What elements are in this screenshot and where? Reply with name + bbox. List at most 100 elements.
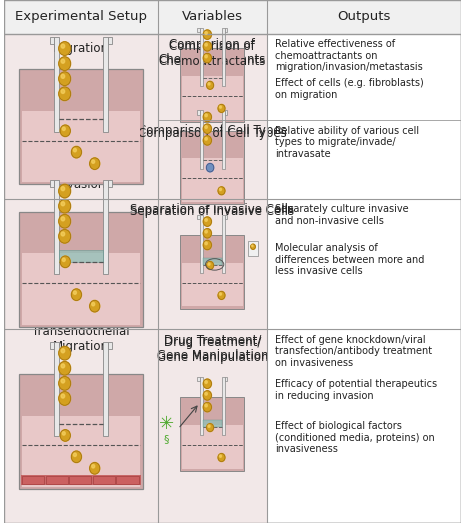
Circle shape — [205, 55, 207, 58]
Circle shape — [91, 464, 95, 468]
Text: Separately culture invasive
and non-invasive cells: Separately culture invasive and non-inva… — [275, 204, 409, 225]
Bar — [21, 475, 141, 485]
Circle shape — [72, 289, 82, 300]
Circle shape — [203, 391, 211, 400]
Bar — [200, 377, 203, 435]
Bar — [103, 180, 108, 274]
Circle shape — [62, 258, 65, 262]
Bar — [225, 28, 228, 32]
Circle shape — [61, 394, 64, 398]
Circle shape — [61, 74, 64, 78]
Circle shape — [219, 188, 221, 190]
Bar — [46, 476, 68, 484]
Bar — [22, 416, 140, 487]
Bar — [225, 110, 228, 115]
Bar — [19, 374, 143, 489]
Bar — [157, 34, 267, 523]
Text: Outputs: Outputs — [337, 10, 391, 24]
Circle shape — [251, 244, 255, 249]
Text: Effect of gene knockdown/viral
transfection/antibody treatment
on invasiveness: Effect of gene knockdown/viral transfect… — [275, 335, 433, 368]
Bar — [54, 37, 59, 132]
Circle shape — [61, 202, 64, 206]
Bar — [182, 76, 243, 120]
Circle shape — [203, 402, 211, 412]
Bar — [197, 214, 200, 219]
Circle shape — [60, 256, 70, 268]
Bar — [197, 28, 200, 32]
Bar — [181, 397, 245, 471]
Text: Effect of biological factors
(conditioned media, proteins) on
invasiveness: Effect of biological factors (conditione… — [275, 421, 435, 454]
Circle shape — [59, 230, 71, 243]
Circle shape — [91, 160, 95, 163]
Circle shape — [205, 242, 207, 245]
Circle shape — [60, 430, 70, 441]
Bar — [54, 342, 59, 436]
Circle shape — [61, 217, 64, 221]
Bar — [200, 28, 203, 86]
Bar — [197, 110, 200, 115]
Bar — [221, 110, 225, 168]
Circle shape — [59, 57, 71, 71]
Circle shape — [208, 425, 210, 427]
Bar — [248, 241, 258, 256]
Text: Transendothelial
Migration: Transendothelial Migration — [32, 325, 130, 353]
Text: Effect of cells (e.g. fibroblasts)
on migration: Effect of cells (e.g. fibroblasts) on mi… — [275, 78, 424, 100]
Circle shape — [59, 377, 71, 390]
Circle shape — [59, 361, 71, 375]
Circle shape — [59, 199, 71, 213]
Circle shape — [59, 87, 71, 100]
Bar — [200, 110, 203, 168]
Circle shape — [203, 229, 211, 238]
Circle shape — [73, 453, 76, 457]
Circle shape — [59, 214, 71, 228]
Text: Separation of Invasive Cells: Separation of Invasive Cells — [130, 205, 294, 218]
Circle shape — [61, 59, 64, 63]
Bar — [22, 476, 44, 484]
Text: Migration: Migration — [53, 42, 109, 54]
Circle shape — [72, 146, 82, 158]
Circle shape — [61, 364, 64, 368]
Circle shape — [203, 112, 211, 122]
Circle shape — [207, 424, 214, 431]
Circle shape — [61, 379, 64, 383]
Circle shape — [62, 127, 65, 131]
Bar — [69, 476, 91, 484]
Bar — [181, 48, 245, 121]
Circle shape — [59, 346, 71, 360]
Text: §: § — [164, 434, 169, 445]
Bar — [203, 420, 221, 427]
Bar — [203, 258, 221, 265]
Bar — [221, 377, 225, 435]
Circle shape — [252, 245, 253, 247]
Bar — [19, 212, 143, 327]
Circle shape — [203, 135, 211, 145]
Bar — [4, 34, 157, 523]
Text: Comparison of
Chemoattractants: Comparison of Chemoattractants — [159, 38, 266, 66]
Circle shape — [218, 105, 225, 112]
Circle shape — [59, 42, 71, 55]
Circle shape — [206, 163, 214, 172]
Bar — [181, 131, 245, 204]
Circle shape — [205, 230, 207, 233]
Circle shape — [59, 184, 71, 198]
Bar — [221, 28, 225, 86]
Bar — [221, 214, 225, 273]
Circle shape — [90, 158, 100, 169]
Bar — [182, 425, 243, 469]
Bar — [181, 235, 245, 309]
Bar — [50, 37, 54, 44]
Text: Experimental Setup: Experimental Setup — [15, 10, 147, 24]
Circle shape — [205, 381, 207, 383]
Circle shape — [205, 404, 207, 407]
Bar — [225, 377, 228, 381]
Circle shape — [61, 187, 64, 191]
Bar — [4, 0, 461, 34]
Circle shape — [72, 451, 82, 462]
Bar — [108, 37, 112, 44]
Bar — [22, 111, 140, 182]
Circle shape — [73, 149, 76, 152]
Bar — [182, 158, 243, 202]
Circle shape — [59, 392, 71, 405]
Circle shape — [203, 53, 211, 63]
Text: Comparison of
Chemoattractants: Comparison of Chemoattractants — [159, 40, 266, 69]
